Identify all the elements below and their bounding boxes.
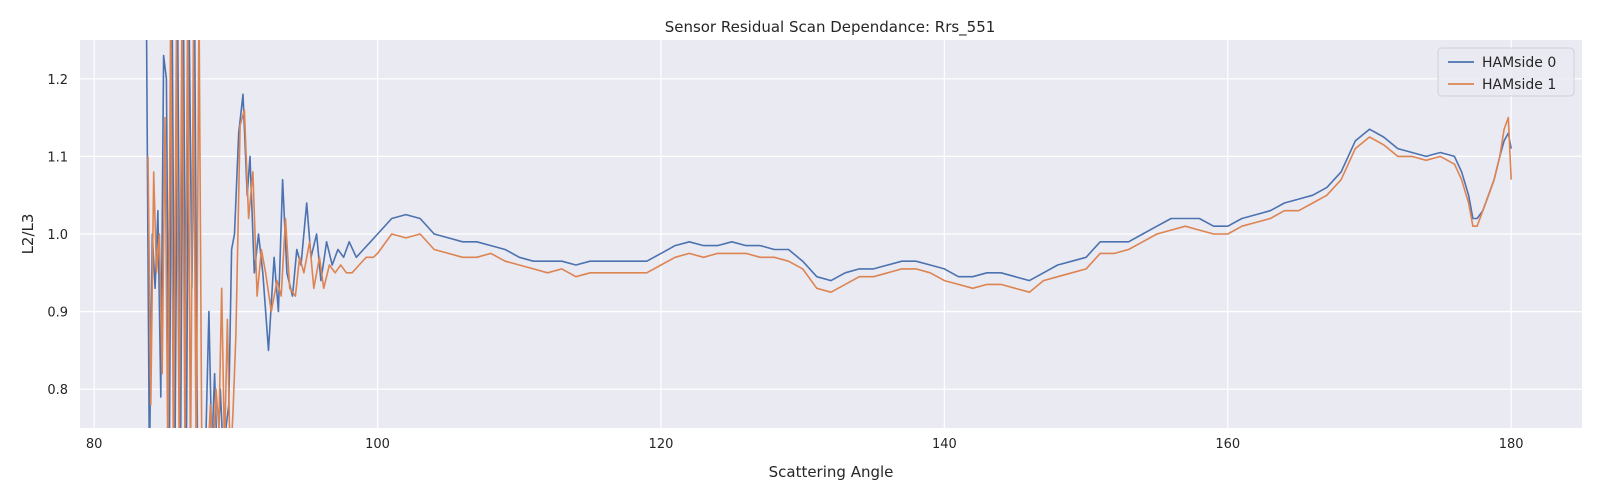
x-tick-label: 140 <box>932 437 957 452</box>
chart-title: Sensor Residual Scan Dependance: Rrs_551 <box>665 18 996 37</box>
legend-label: HAMside 0 <box>1482 55 1556 71</box>
series-line-hamside-1 <box>147 40 1512 428</box>
legend: HAMside 0 HAMside 1 <box>1437 47 1575 97</box>
y-tick-label: 1.1 <box>47 150 68 165</box>
y-tick-label: 1.2 <box>47 73 68 88</box>
y-axis: 0.8 0.9 1.0 1.1 1.2 <box>47 73 68 398</box>
x-tick-label: 180 <box>1499 437 1524 452</box>
y-tick-label: 1.0 <box>47 228 68 243</box>
y-tick-label: 0.8 <box>47 383 68 398</box>
series-lines <box>145 40 1512 428</box>
x-tick-label: 160 <box>1215 437 1240 452</box>
x-axis: 80 100 120 140 160 180 <box>86 437 1524 452</box>
x-tick-label: 100 <box>365 437 390 452</box>
y-tick-label: 0.9 <box>47 306 68 321</box>
x-tick-label: 80 <box>86 437 103 452</box>
legend-label: HAMside 1 <box>1482 77 1556 93</box>
y-axis-label: L2/L3 <box>19 214 37 255</box>
gridlines <box>80 40 1582 428</box>
x-tick-label: 120 <box>649 437 674 452</box>
x-axis-label: Scattering Angle <box>769 463 894 481</box>
